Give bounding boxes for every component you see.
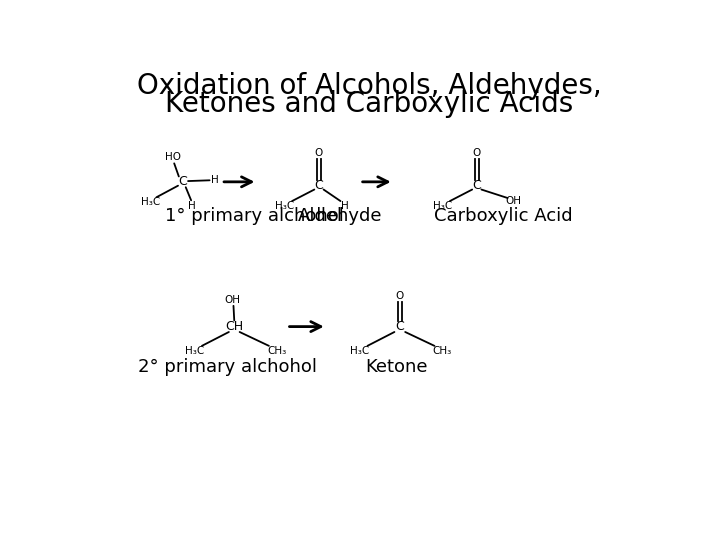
Text: O: O — [396, 291, 404, 301]
Text: CH: CH — [225, 320, 243, 333]
Text: Ketones and Carboxylic Acids: Ketones and Carboxylic Acids — [165, 90, 573, 118]
Text: O: O — [315, 147, 323, 158]
Text: Ketone: Ketone — [365, 357, 428, 376]
Text: H: H — [211, 176, 219, 185]
Text: CH₃: CH₃ — [433, 346, 451, 356]
Text: H₃C: H₃C — [140, 197, 160, 207]
Text: H₃C: H₃C — [184, 346, 204, 356]
Text: Aldehyde: Aldehyde — [298, 207, 382, 226]
Text: H: H — [341, 201, 349, 211]
Text: H: H — [188, 201, 196, 212]
Text: C: C — [315, 179, 323, 192]
Text: OH: OH — [225, 295, 240, 305]
Text: H₃C: H₃C — [350, 346, 369, 356]
Text: CH₃: CH₃ — [267, 346, 287, 356]
Text: O: O — [472, 147, 481, 158]
Text: 1° primary alchohol: 1° primary alchohol — [165, 207, 344, 226]
Text: 2° primary alchohol: 2° primary alchohol — [138, 357, 317, 376]
Text: OH: OH — [505, 196, 522, 206]
Text: HO: HO — [166, 152, 181, 162]
Text: C: C — [179, 176, 187, 188]
Text: C: C — [395, 320, 404, 333]
Text: Oxidation of Alcohols, Aldehydes,: Oxidation of Alcohols, Aldehydes, — [137, 72, 601, 99]
Text: H₃C: H₃C — [433, 201, 453, 211]
Text: Carboxylic Acid: Carboxylic Acid — [434, 207, 573, 226]
Text: C: C — [472, 179, 481, 192]
Text: H₃C: H₃C — [276, 201, 294, 211]
